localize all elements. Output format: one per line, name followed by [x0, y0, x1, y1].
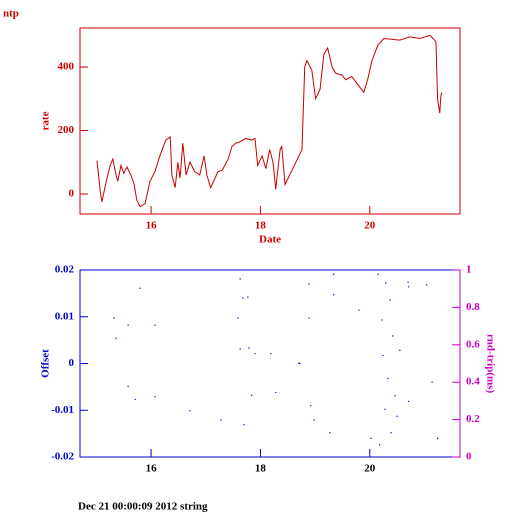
data-point: [431, 381, 433, 383]
y-tick-label: 0.01: [55, 310, 74, 322]
data-point: [113, 317, 115, 319]
data-point: [298, 362, 300, 364]
data-point: [154, 396, 156, 398]
y2-tick-label: 1: [466, 264, 472, 276]
data-point: [408, 286, 410, 288]
x-tick-label: 20: [364, 220, 376, 232]
data-point: [396, 415, 398, 417]
data-point: [154, 324, 156, 326]
data-point: [299, 362, 301, 365]
y2-tick-label: 0.4: [466, 376, 480, 388]
data-point: [399, 349, 401, 352]
y-axis-label: Offset: [40, 349, 52, 378]
data-point: [407, 281, 409, 283]
data-point: [248, 347, 250, 349]
x-tick-label: 16: [146, 463, 158, 475]
y-tick-label: 0.02: [55, 264, 75, 276]
data-point: [377, 273, 379, 275]
data-point: [308, 283, 310, 285]
plot-frame: [79, 27, 461, 215]
data-point: [392, 335, 394, 337]
y-tick-label: 400: [58, 61, 75, 73]
data-point: [333, 294, 335, 296]
y2-tick-label: 0.2: [466, 413, 480, 425]
data-point: [358, 309, 360, 311]
data-point: [329, 432, 331, 434]
y2-tick-label: 0: [466, 451, 472, 463]
data-point: [384, 408, 386, 410]
data-point: [139, 287, 141, 289]
y2-axis-label: rnd-trip(ms): [484, 334, 496, 394]
data-point: [243, 424, 245, 426]
footer: Dec 21 00:00:09 2012 string: [78, 501, 208, 512]
data-point: [313, 419, 315, 421]
data-line: [96, 34, 443, 208]
data-point: [247, 296, 249, 298]
data-point: [239, 278, 241, 280]
y-axis-label: rate: [40, 111, 52, 130]
data-point: [115, 337, 117, 339]
x-tick-label: 20: [364, 463, 376, 475]
y2-tick-label: 0.8: [466, 301, 480, 313]
data-point: [275, 391, 277, 394]
data-point: [387, 377, 389, 380]
chart-title: ntp: [3, 8, 19, 20]
y-tick-label: 0: [69, 188, 75, 200]
data-point: [189, 410, 191, 412]
data-point: [127, 385, 129, 388]
y-tick-label: -0.02: [51, 451, 74, 463]
data-point: [239, 348, 241, 350]
data-point: [408, 400, 410, 402]
data-point: [308, 317, 310, 319]
data-point: [242, 297, 244, 299]
data-point: [134, 398, 136, 401]
x-axis-label: Date: [259, 234, 281, 246]
data-point: [237, 317, 239, 319]
data-point: [370, 437, 372, 439]
x-tick-label: 16: [146, 220, 158, 232]
y-tick-label: -0.01: [51, 404, 74, 416]
data-point: [220, 419, 222, 421]
data-point: [379, 444, 381, 446]
data-point: [389, 299, 391, 301]
x-tick-label: 18: [255, 463, 267, 475]
data-point: [251, 394, 253, 396]
data-point: [310, 404, 312, 407]
data-point: [394, 395, 396, 397]
data-point: [436, 437, 439, 439]
y2-tick-label: 0.6: [466, 338, 480, 350]
y-tick-label: 200: [58, 124, 75, 136]
data-point: [333, 273, 335, 275]
data-point: [381, 319, 383, 321]
data-point: [385, 282, 387, 284]
data-point: [426, 284, 428, 286]
data-point: [127, 324, 129, 326]
data-point: [270, 353, 272, 355]
data-point: [254, 353, 256, 355]
x-tick-label: 18: [255, 220, 267, 232]
data-point: [382, 354, 384, 357]
y-tick-label: 0: [69, 357, 75, 369]
data-point: [390, 432, 392, 434]
